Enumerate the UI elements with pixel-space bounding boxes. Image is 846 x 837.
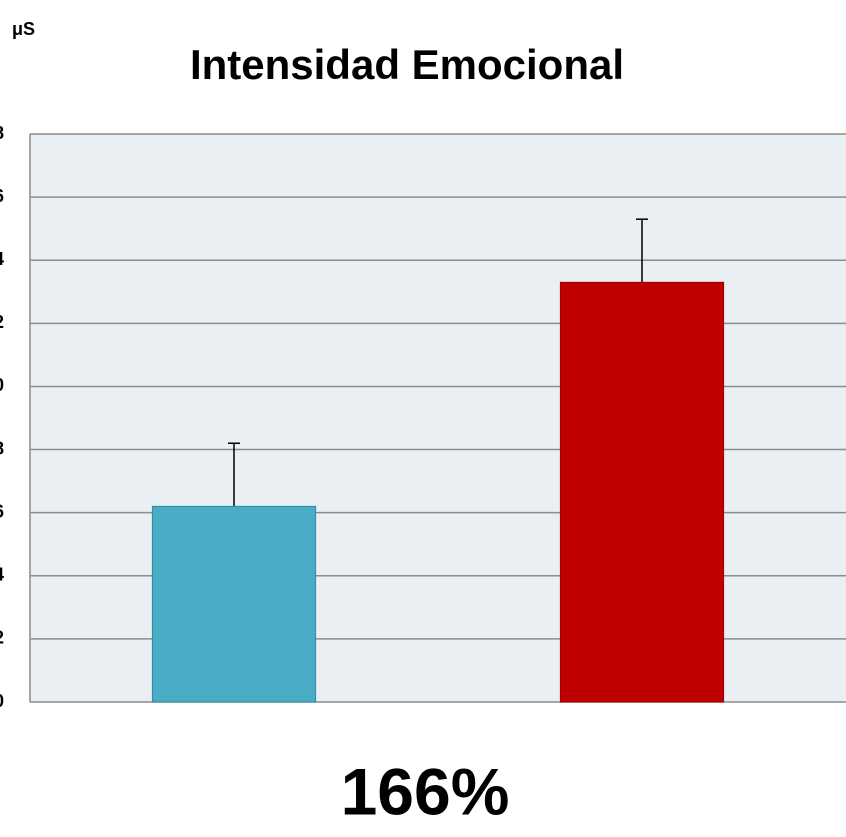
annotation: 166% <box>341 754 510 828</box>
y-tick-label: 1.6 <box>0 186 4 206</box>
bar <box>559 281 725 703</box>
bar <box>151 505 317 703</box>
y-unit: μS <box>12 19 35 39</box>
y-tick-label: 0.4 <box>0 565 4 585</box>
y-tick-label: 0.8 <box>0 438 4 458</box>
y-tick-label: 0.0 <box>0 691 4 711</box>
y-tick-label: 0.2 <box>0 628 4 648</box>
y-tick-label: 1.0 <box>0 375 4 395</box>
chart-title: Intensidad Emocional <box>190 41 624 88</box>
y-tick-label: 0.6 <box>0 501 4 521</box>
y-tick-label: 1.2 <box>0 312 4 332</box>
y-tick-label: 1.8 <box>0 123 4 143</box>
y-tick-label: 1.4 <box>0 249 4 269</box>
